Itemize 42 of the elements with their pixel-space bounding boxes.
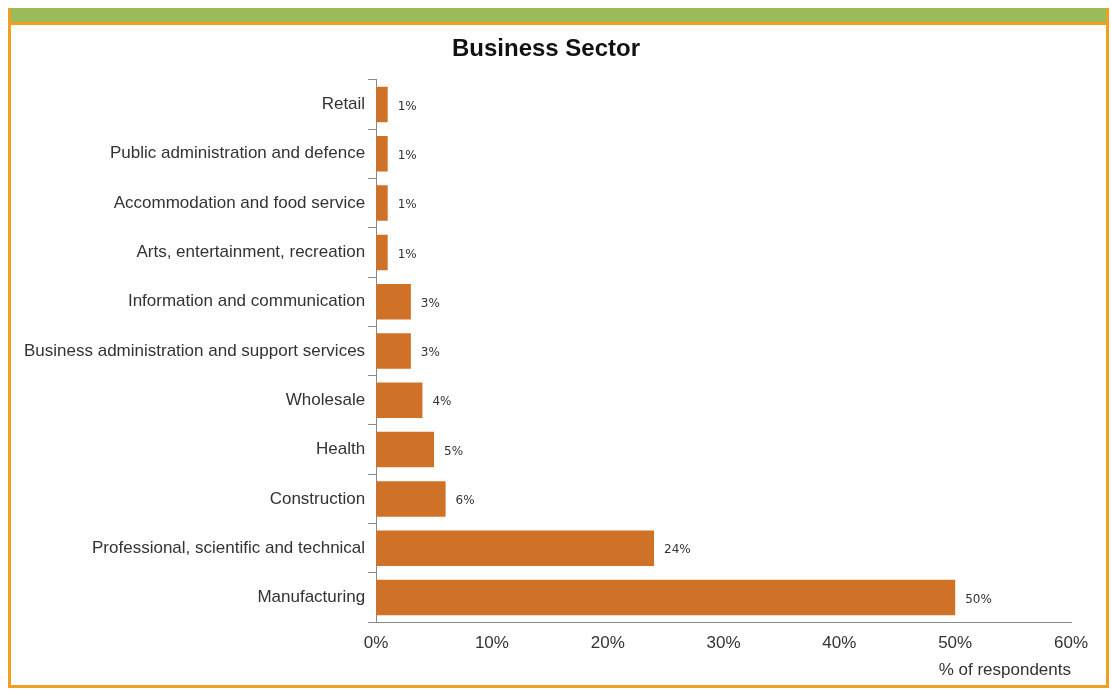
bar: [376, 136, 388, 172]
data-label: 50%: [965, 591, 992, 606]
data-label: 1%: [397, 147, 417, 162]
y-tick-label: Public administration and defence: [109, 143, 366, 163]
y-tick-label: Information and communication: [127, 291, 366, 311]
data-label: 1%: [397, 98, 417, 113]
bar: [376, 382, 423, 419]
data-label: 1%: [397, 246, 417, 261]
bar: [376, 333, 411, 369]
y-tick-label: Manufacturing: [257, 587, 366, 607]
x-tick-label: 40%: [822, 633, 857, 653]
y-tick-label: Retail: [321, 94, 366, 114]
x-tick-label: 30%: [706, 633, 741, 653]
bar: [376, 530, 655, 566]
bar: [376, 431, 435, 468]
y-tick-label: Business administration and support services: [23, 340, 366, 360]
x-tick-label: 50%: [938, 633, 973, 653]
y-tick-label: Wholesale: [285, 390, 366, 409]
x-tick-label: 0%: [363, 633, 389, 653]
y-tick-label: Arts, entertainment, recreation: [136, 242, 366, 262]
data-label: 3%: [420, 295, 440, 310]
bar: [376, 283, 411, 320]
x-axis-title: % of respondents: [938, 660, 1071, 680]
bar: [376, 185, 388, 221]
data-label: 3%: [420, 345, 440, 360]
data-label: 5%: [444, 443, 464, 458]
y-tick-label: Construction: [269, 488, 366, 508]
y-tick-label: Professional, scientific and technical: [92, 537, 366, 557]
x-tick-label: 10%: [474, 633, 509, 653]
bar: [376, 234, 388, 271]
y-tick-label: Accommodation and food service: [113, 192, 366, 212]
data-label: 6%: [455, 493, 475, 508]
chart-title: Business Sector: [451, 34, 641, 62]
bar: [376, 481, 446, 517]
bar: [376, 579, 956, 616]
x-tick-label: 60%: [1053, 633, 1089, 653]
data-label: 24%: [664, 542, 691, 557]
x-tick-label: 20%: [590, 633, 625, 653]
data-label: 1%: [397, 197, 417, 212]
data-label: 4%: [432, 394, 452, 409]
bar: [376, 86, 388, 123]
y-tick-label: Health: [315, 439, 366, 459]
